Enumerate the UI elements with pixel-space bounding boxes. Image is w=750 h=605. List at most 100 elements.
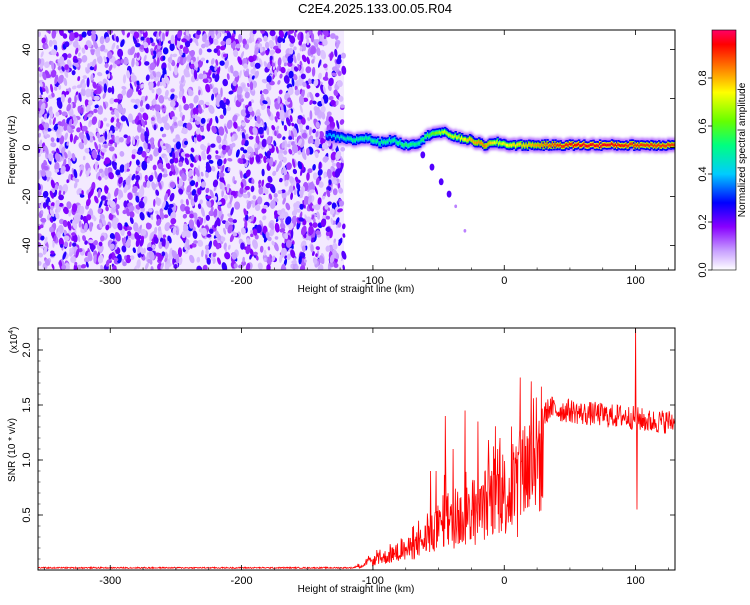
noise-speckle	[136, 150, 143, 155]
noise-speckle	[329, 254, 335, 264]
noise-speckle	[311, 59, 315, 64]
noise-speckle	[311, 214, 315, 220]
colorbar-label: Normalized spectral amplitude	[737, 82, 748, 217]
noise-speckle	[342, 233, 346, 238]
ridge-center-cell	[513, 143, 516, 146]
noise-speckle	[85, 88, 91, 98]
noise-speckle	[252, 200, 257, 208]
ridge-center-cell	[637, 143, 640, 147]
noise-speckle	[308, 221, 313, 227]
noise-speckle	[337, 222, 342, 228]
noise-speckle	[164, 75, 170, 85]
noise-speckle	[162, 173, 168, 178]
ridge-center-cell	[499, 141, 502, 145]
snr-x-axis: -300 -200 -100 0 100	[44, 328, 669, 587]
noise-speckle	[190, 63, 195, 69]
noise-speckle	[335, 100, 339, 106]
noise-speckle	[262, 215, 267, 221]
noise-speckle	[342, 264, 345, 270]
noise-speckle	[186, 54, 192, 61]
noise-speckle	[60, 146, 66, 155]
noise-speckle	[108, 253, 113, 260]
ridge-center-cell	[374, 139, 377, 143]
noise-speckle	[151, 244, 156, 249]
noise-speckle	[259, 245, 264, 253]
noise-speckle	[55, 111, 60, 117]
noise-speckle	[153, 124, 157, 131]
noise-speckle	[306, 56, 310, 65]
noise-speckle	[219, 176, 225, 183]
noise-speckle	[291, 77, 295, 87]
noise-speckle	[174, 164, 178, 175]
noise-speckle	[149, 174, 154, 181]
noise-speckle	[237, 56, 243, 65]
noise-speckle	[285, 202, 291, 211]
noise-speckle	[146, 246, 153, 252]
ridge-center-cell	[600, 145, 603, 148]
noise-speckle	[73, 181, 78, 189]
noise-speckle	[64, 132, 69, 141]
noise-speckle	[252, 30, 257, 35]
noise-speckle	[235, 43, 241, 49]
noise-speckle	[267, 246, 271, 251]
ridge-center-cell	[327, 134, 330, 138]
noise-speckle	[177, 30, 183, 39]
noise-speckle	[223, 97, 227, 103]
noise-speckle	[290, 264, 294, 269]
noise-speckle	[274, 130, 277, 137]
noise-speckle	[142, 30, 148, 38]
noise-speckle	[125, 207, 130, 217]
noise-speckle	[208, 240, 213, 250]
noise-speckle	[80, 107, 84, 114]
noise-speckle	[148, 65, 152, 74]
noise-speckle	[257, 262, 263, 270]
noise-speckle	[114, 142, 118, 148]
noise-speckle	[165, 31, 169, 37]
noise-speckle	[108, 139, 114, 145]
branch-point	[446, 190, 452, 198]
noise-speckle	[114, 108, 120, 119]
noise-speckle	[212, 38, 219, 46]
noise-speckle	[94, 104, 99, 109]
noise-speckle	[190, 147, 195, 153]
noise-speckle	[282, 157, 287, 163]
ridge-center-cell	[447, 133, 451, 137]
ridge-center-cell	[408, 143, 411, 147]
noise-speckle	[323, 63, 328, 69]
noise-speckle	[92, 81, 97, 89]
ridge-center-cell	[517, 142, 520, 146]
noise-speckle	[68, 118, 73, 127]
ridge-center-cell	[480, 141, 484, 145]
noise-speckle	[280, 66, 286, 74]
noise-speckle	[89, 61, 93, 67]
noise-speckle	[339, 104, 345, 109]
noise-speckle	[285, 216, 292, 225]
noise-speckle	[284, 139, 288, 148]
noise-speckle	[152, 98, 157, 105]
noise-speckle	[307, 168, 313, 174]
noise-speckle	[136, 181, 140, 190]
noise-speckle	[118, 176, 123, 185]
noise-speckle	[284, 255, 287, 259]
noise-speckle	[266, 135, 272, 145]
noise-speckle	[318, 161, 322, 171]
noise-speckle	[254, 204, 261, 211]
noise-speckle	[193, 69, 198, 80]
noise-speckle	[100, 195, 107, 201]
noise-speckle	[290, 192, 294, 200]
noise-speckle	[127, 230, 132, 237]
noise-speckle	[277, 80, 281, 85]
ridge-center-cell	[579, 144, 582, 148]
noise-speckle	[114, 231, 121, 242]
noise-speckle	[340, 156, 344, 164]
noise-speckle	[173, 65, 178, 76]
noise-speckle	[86, 167, 91, 178]
ridge-center-cell	[526, 145, 530, 148]
noise-speckle	[124, 255, 127, 260]
noise-speckle	[210, 58, 215, 65]
noise-speckle	[164, 89, 169, 97]
noise-speckle	[190, 59, 194, 65]
noise-speckle	[243, 63, 248, 69]
noise-speckle	[211, 34, 215, 39]
noise-speckle	[302, 43, 307, 52]
